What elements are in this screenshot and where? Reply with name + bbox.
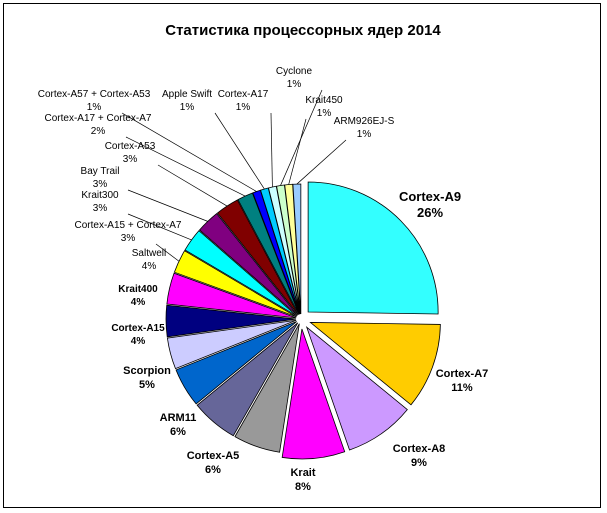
- slice-percent-krait450: 1%: [317, 108, 332, 119]
- pie-slices: [165, 181, 441, 460]
- slice-label-cortex-a15-cortex-a7: Cortex-A15 + Cortex-A7: [75, 220, 182, 231]
- leader-line-cortex-a17: [270, 112, 273, 188]
- slice-label-arm11: ARM11: [160, 412, 197, 424]
- slice-label-scorpion: Scorpion: [123, 365, 171, 377]
- slice-label-cyclone: Cyclone: [276, 66, 313, 77]
- slice-percent-cortex-a17: 1%: [236, 102, 251, 113]
- slice-percent-cortex-a53: 3%: [123, 154, 138, 165]
- slice-label-cortex-a53: Cortex-A53: [105, 141, 156, 152]
- slice-bay-trail: [198, 213, 298, 316]
- leader-line-krait300: [127, 213, 192, 241]
- chart-area: Статистика процессорных ядер 2014 Cortex…: [3, 3, 601, 508]
- slice-label-cortex-a17-cortex-a7: Cortex-A17 + Cortex-A7: [45, 113, 152, 124]
- slice-label-krait400: Krait400: [118, 284, 158, 295]
- slice-percent-bay-trail: 3%: [93, 179, 108, 190]
- slice-percent-apple-swift: 1%: [180, 102, 195, 113]
- slice-label-cortex-a8: Cortex-A8: [393, 443, 446, 455]
- slice-cortex-a17-cortex-a7: [237, 192, 300, 315]
- slice-percent-krait400: 4%: [131, 297, 146, 308]
- slice-cortex-a8: [305, 325, 408, 451]
- slice-label-cortex-a9: Cortex-A9: [399, 189, 461, 204]
- leader-line-bay-trail: [127, 189, 208, 222]
- slice-cortex-a15-cortex-a7: [173, 250, 297, 318]
- leader-line-cortex-a17-cortex-a7: [125, 136, 246, 197]
- leader-line-cortex-a57-cortex-a53: [121, 112, 257, 192]
- leader-line-cortex-a15-cortex-a7: [155, 243, 180, 262]
- slice-scorpion: [175, 321, 297, 405]
- slice-label-cortex-a5: Cortex-A5: [187, 450, 240, 462]
- slice-cortex-a7: [309, 322, 441, 406]
- slice-percent-cortex-a5: 6%: [205, 464, 221, 476]
- slice-percent-scorpion: 5%: [139, 379, 155, 391]
- slice-percent-cortex-a8: 9%: [411, 457, 427, 469]
- slice-arm926ej-s: [292, 183, 302, 315]
- chart-title: Статистика процессорных ядер 2014: [165, 22, 441, 39]
- slice-percent-arm926ej-s: 1%: [357, 129, 372, 140]
- slice-percent-arm11: 6%: [170, 426, 186, 438]
- slice-krait300: [184, 230, 298, 317]
- slice-percent-cortex-a7: 11%: [451, 382, 473, 394]
- slice-cortex-a9: [307, 181, 439, 315]
- slice-label-krait: Krait: [290, 467, 315, 479]
- slice-label-arm926ej-s: ARM926EJ-S: [334, 116, 395, 127]
- slice-label-krait450: Krait450: [305, 95, 343, 106]
- slice-krait400: [165, 304, 297, 338]
- slice-percent-cortex-a15-cortex-a7: 3%: [121, 233, 136, 244]
- slice-percent-krait: 8%: [295, 481, 311, 493]
- leader-line-apple-swift: [214, 112, 265, 190]
- slice-label-apple-swift: Apple Swift: [162, 89, 212, 100]
- slice-label-cortex-a57-cortex-a53: Cortex-A57 + Cortex-A53: [38, 89, 151, 100]
- slice-arm11: [196, 322, 299, 437]
- leader-lines: [121, 89, 347, 262]
- slice-cortex-a15: [166, 319, 297, 370]
- slice-label-bay-trail: Bay Trail: [81, 166, 120, 177]
- slice-percent-cortex-a15: 4%: [131, 336, 146, 347]
- slice-label-cortex-a7: Cortex-A7: [436, 368, 489, 380]
- slice-percent-krait300: 3%: [93, 203, 108, 214]
- slice-percent-cortex-a9: 26%: [417, 205, 443, 220]
- slice-percent-cyclone: 1%: [287, 79, 302, 90]
- slice-percent-saltwell: 4%: [142, 261, 157, 272]
- slice-percent-cortex-a17-cortex-a7: 2%: [91, 126, 106, 137]
- leader-line-krait450: [288, 118, 307, 185]
- slice-cortex-a5: [234, 323, 300, 453]
- slice-saltwell: [166, 272, 297, 319]
- leader-line-cortex-a53: [157, 164, 228, 207]
- leader-line-arm926ej-s: [296, 139, 347, 185]
- slice-label-saltwell: Saltwell: [132, 248, 166, 259]
- pie-chart: Статистика процессорных ядер 2014 Cortex…: [38, 22, 489, 493]
- slice-cortex-a53: [216, 199, 299, 316]
- slice-label-cortex-a17: Cortex-A17: [218, 89, 269, 100]
- slice-krait: [281, 328, 346, 460]
- slice-percent-cortex-a57-cortex-a53: 1%: [87, 102, 102, 113]
- slice-label-krait300: Krait300: [81, 190, 119, 201]
- slice-label-cortex-a15: Cortex-A15: [111, 323, 165, 334]
